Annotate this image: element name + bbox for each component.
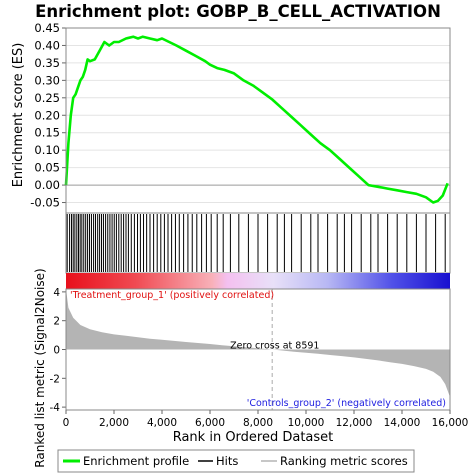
- rank-y-tick-label: 2: [53, 316, 60, 328]
- legend-label-hits: Hits: [216, 454, 238, 468]
- es-y-tick-label: 0.05: [34, 161, 60, 175]
- x-tick-label: 10,000: [288, 417, 325, 429]
- rank-y-ticks: -4 -2 0 2 4: [50, 287, 66, 414]
- legend-box: [57, 449, 415, 473]
- enrichment-profile-line: [64, 35, 449, 204]
- es-plot-area: [66, 28, 450, 213]
- rank-y-tick-label: -4: [50, 402, 61, 414]
- legend: Enrichment profile Hits Ranking metric s…: [57, 449, 415, 473]
- x-tick-label: 8,000: [243, 417, 273, 429]
- rank-y-axis-label: Ranked list metric (Signal2Noise): [33, 268, 47, 467]
- metric-color-bar: [66, 273, 450, 289]
- x-tick-label: 12,000: [336, 417, 373, 429]
- es-y-tick-label: 0.25: [34, 91, 60, 105]
- es-y-axis-label: Enrichment score (ES): [11, 43, 26, 188]
- negative-group-label: 'Controls_group_2' (negatively correlate…: [247, 398, 446, 409]
- es-y-ticks: -0.05 0.00 0.05 0.10 0.15 0.20 0.25 0.30 0.35 0.4…: [30, 21, 66, 210]
- es-panel: -0.05 0.00 0.05 0.10 0.15 0.20 0.25 0.30 0.35 0.4…: [11, 21, 451, 214]
- rank-y-tick-label: -2: [50, 373, 60, 385]
- positive-group-label: 'Treatment_group_1' (positively correlat…: [70, 290, 274, 301]
- rank-y-tick-label: 0: [53, 345, 60, 357]
- x-tick-label: 6,000: [195, 417, 225, 429]
- x-tick-label: 0: [63, 417, 70, 429]
- rank-panel: Zero cross at 8591 'Treatment_group_1' (…: [33, 268, 451, 468]
- x-tick-label: 2,000: [99, 417, 129, 429]
- hit-lines: [66, 214, 446, 272]
- ranking-metric-area: [66, 289, 450, 397]
- zero-cross-label: Zero cross at 8591: [230, 341, 319, 352]
- chart-title: Enrichment plot: GOBP_B_CELL_ACTIVATION: [35, 2, 441, 21]
- x-tick-label: 4,000: [147, 417, 177, 429]
- x-tick-label: 16,000: [432, 417, 469, 429]
- rank-y-tick-label: 4: [53, 287, 60, 299]
- x-axis-ticks: 0 2,000 4,000 6,000 8,000 10,000 12,000 14,000 1…: [63, 410, 469, 429]
- x-axis-label: Rank in Ordered Dataset: [173, 430, 334, 445]
- hits-panel: [65, 212, 451, 274]
- es-y-tick-label: 0.10: [34, 143, 60, 157]
- x-tick-label: 14,000: [384, 417, 421, 429]
- es-y-tick-label: 0.00: [34, 178, 60, 192]
- es-y-tick-label: -0.05: [30, 196, 60, 210]
- legend-label-enrichment-profile: Enrichment profile: [83, 454, 189, 468]
- es-y-tick-label: 0.30: [34, 73, 60, 87]
- es-y-tick-label: 0.20: [34, 108, 60, 122]
- legend-label-ranking-metric: Ranking metric scores: [280, 454, 408, 468]
- es-y-tick-label: 0.35: [34, 56, 60, 70]
- es-y-tick-label: 0.15: [34, 126, 60, 140]
- es-y-tick-label: 0.45: [34, 21, 60, 35]
- es-y-tick-label: 0.40: [34, 38, 60, 52]
